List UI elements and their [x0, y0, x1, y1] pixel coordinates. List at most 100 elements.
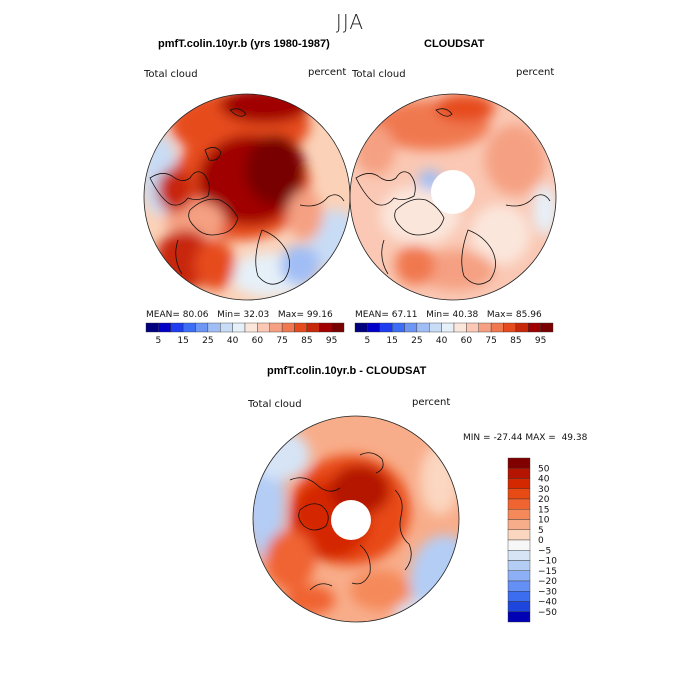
- max-label: Max=: [277, 310, 305, 320]
- min-value: 32.03: [243, 310, 270, 320]
- panel2-variable-label: Total cloud: [352, 69, 406, 80]
- colorbar-swatch: [466, 322, 479, 333]
- colorbar-swatch: [540, 322, 554, 333]
- colorbar-swatch: [441, 322, 455, 333]
- colorbar-swatch: [507, 519, 531, 530]
- colorbar-swatch: [528, 322, 541, 333]
- colorbar-swatch: [269, 322, 283, 333]
- colorbar-swatch: [507, 468, 531, 479]
- colorbar-tick-label: 60: [252, 336, 264, 346]
- colorbar-swatch: [195, 322, 209, 333]
- colorbar-tick-label: 40: [227, 336, 239, 346]
- colorbar-swatch: [257, 322, 270, 333]
- colorbar-tick-label: −40: [538, 598, 557, 608]
- colorbar-swatch: [507, 601, 531, 612]
- diff-min-value: -27.44: [493, 433, 523, 443]
- colorbar-swatch: [220, 322, 233, 333]
- diff-max-value: 49.38: [561, 433, 588, 443]
- panel1-title: pmfT.colin.10yr.b (yrs 1980-1987): [158, 38, 330, 50]
- max-value: 85.96: [515, 310, 542, 320]
- colorbar-tick-label: 50: [538, 464, 550, 474]
- panel1-variable-label: Total cloud: [144, 69, 198, 80]
- colorbar-swatch: [453, 322, 467, 333]
- min-label: Min=: [426, 310, 450, 320]
- colorbar-swatch: [354, 322, 368, 333]
- colorbar-swatch: [331, 322, 345, 333]
- colorbar-tick-label: 15: [386, 336, 397, 346]
- difference-variable-label: Total cloud: [248, 399, 302, 410]
- colorbar-swatch: [507, 478, 531, 489]
- panel2-units-label: percent: [516, 67, 555, 78]
- colorbar-swatch: [367, 322, 380, 333]
- colorbar-tick-label: 0: [538, 536, 544, 546]
- colorbar-swatch: [507, 488, 531, 500]
- model-colorbar: 5 15 25 40 60 75 85 95: [145, 322, 345, 346]
- max-value: 99.16: [306, 310, 333, 320]
- colorbar-swatch: [503, 322, 517, 333]
- colorbar-tick-label: 40: [436, 336, 448, 346]
- colorbar-tick-label: 85: [301, 336, 312, 346]
- colorbar-tick-label: 60: [461, 336, 473, 346]
- panel2-stats: MEAN= 67.11 Min= 40.38 Max= 85.96: [355, 310, 542, 320]
- colorbar-swatch: [507, 529, 531, 541]
- colorbar-tick-label: −50: [538, 608, 557, 618]
- colorbar-swatch: [244, 322, 258, 333]
- colorbar-tick-label: 15: [177, 336, 188, 346]
- colorbar-tick-label: 15: [538, 505, 549, 515]
- colorbar-tick-label: 10: [538, 516, 550, 526]
- colorbar-swatch: [507, 560, 531, 571]
- colorbar-swatch: [207, 322, 221, 333]
- colorbar-swatch: [294, 322, 308, 333]
- colorbar-swatch: [158, 322, 171, 333]
- colorbar-swatch: [170, 322, 184, 333]
- colorbar-swatch: [391, 322, 405, 333]
- colorbar-swatch: [507, 591, 531, 602]
- difference-minmax: MIN = -27.44 MAX = 49.38: [463, 433, 587, 443]
- colorbar-swatch: [281, 322, 295, 333]
- colorbar-swatch: [232, 322, 246, 333]
- panel2-title: CLOUDSAT: [424, 38, 485, 50]
- colorbar-tick-label: 5: [156, 336, 162, 346]
- colorbar-swatch: [507, 509, 531, 520]
- colorbar-tick-label: −20: [538, 577, 557, 587]
- colorbar-swatch: [404, 322, 418, 333]
- colorbar-tick-label: 40: [538, 475, 550, 485]
- colorbar-tick-label: −5: [538, 546, 551, 556]
- season-title: JJA: [335, 10, 365, 34]
- colorbar-tick-label: 75: [485, 336, 496, 346]
- colorbar-swatch: [379, 322, 393, 333]
- colorbar-swatch: [507, 457, 531, 469]
- cloudsat-total-cloud-map: [349, 93, 557, 301]
- colorbar-tick-label: 75: [276, 336, 287, 346]
- model-total-cloud-map: [143, 93, 351, 301]
- colorbar-tick-label: 25: [411, 336, 422, 346]
- colorbar-swatch: [490, 322, 504, 333]
- mean-label: MEAN=: [355, 310, 389, 320]
- diff-min-label: MIN =: [463, 433, 491, 443]
- colorbar-swatch: [507, 550, 531, 561]
- mean-value: 67.11: [391, 310, 418, 320]
- min-label: Min=: [217, 310, 241, 320]
- colorbar-swatch: [319, 322, 332, 333]
- colorbar-tick-label: 25: [202, 336, 213, 346]
- difference-units-label: percent: [412, 397, 451, 408]
- colorbar-tick-label: 30: [538, 485, 550, 495]
- colorbar-swatch: [182, 322, 196, 333]
- colorbar-swatch: [429, 322, 442, 333]
- colorbar-tick-label: −30: [538, 587, 557, 597]
- max-label: Max=: [486, 310, 514, 320]
- diff-max-label: MAX =: [525, 433, 556, 443]
- colorbar-tick-label: −15: [538, 567, 557, 577]
- colorbar-tick-label: 20: [538, 495, 550, 505]
- colorbar-tick-label: 5: [365, 336, 371, 346]
- colorbar-swatch: [507, 539, 531, 551]
- colorbar-swatch: [507, 570, 531, 582]
- difference-title: pmfT.colin.10yr.b - CLOUDSAT: [267, 365, 427, 377]
- colorbar-tick-label: 5: [538, 526, 544, 536]
- mean-label: MEAN=: [146, 310, 180, 320]
- cloudsat-colorbar: 5 15 25 40 60 75 85 95: [354, 322, 554, 346]
- difference-map: [252, 415, 460, 623]
- colorbar-swatch: [507, 611, 531, 623]
- colorbar-tick-label: 85: [510, 336, 521, 346]
